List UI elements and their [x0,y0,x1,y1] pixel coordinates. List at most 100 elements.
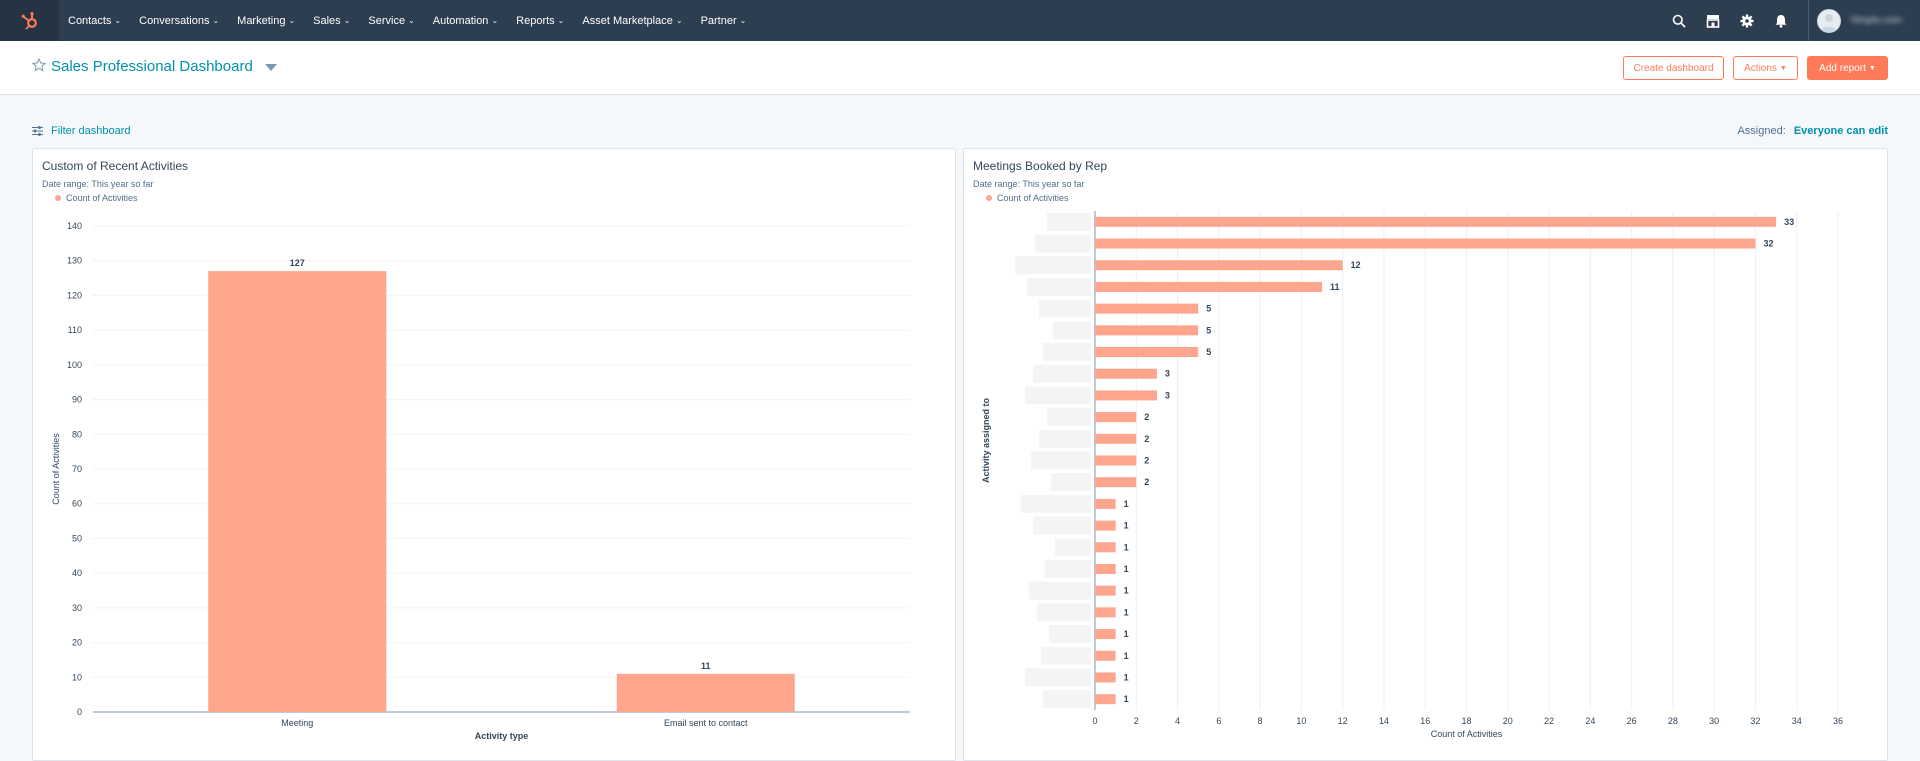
dashboard-header: Sales Professional Dashboard Create dash… [0,41,1920,95]
data-label: 2 [1144,434,1149,444]
settings-gear-icon[interactable] [1730,0,1764,41]
bar [208,271,387,712]
blurred-rep-name [1045,559,1091,578]
legend-swatch [986,195,992,201]
blurred-rep-name [1049,625,1091,644]
legend-swatch [55,195,61,201]
nav-item-asset-marketplace[interactable]: Asset Marketplace ⌄ [582,15,682,27]
nav-item-label: Partner [700,14,737,27]
bar [1095,629,1116,640]
x-tick-label: 4 [1175,716,1180,726]
marketplace-icon[interactable] [1696,0,1730,41]
assigned-permission-link[interactable]: Everyone can edit [1793,125,1888,137]
blurred-rep-name [1037,603,1091,622]
data-label: 1 [1124,586,1129,596]
favorite-star-icon[interactable] [31,57,47,77]
bar [1095,368,1157,379]
y-tick-label: 90 [72,395,82,405]
nav-item-reports[interactable]: Reports ⌄ [516,15,564,27]
nav-item-partner[interactable]: Partner ⌄ [701,15,747,27]
dashboard-title[interactable]: Sales Professional Dashboard [51,58,253,75]
bar [1095,694,1116,705]
nav-item-conversations[interactable]: Conversations ⌄ [139,15,219,27]
blurred-rep-name [1053,321,1091,340]
account-name[interactable]: hlmpts.com [1850,15,1902,26]
report-card-meetings-by-rep: Meetings Booked by Rep Date range: This … [963,148,1888,761]
nav-divider [1807,0,1809,41]
bar [1095,347,1199,358]
data-label: 1 [1124,542,1129,552]
add-report-button[interactable]: Add report ▼ [1807,56,1888,80]
blurred-rep-name [1027,277,1091,296]
nav-item-service[interactable]: Service ⌄ [368,15,414,27]
x-tick-label: 32 [1750,716,1760,726]
data-label: 1 [1124,499,1129,509]
x-tick-label: 20 [1503,716,1513,726]
x-tick-label: 30 [1709,716,1719,726]
search-icon[interactable] [1662,0,1696,41]
bar [1095,260,1343,271]
y-tick-label: 110 [68,325,82,335]
x-tick-label: 36 [1833,716,1843,726]
caret-down-icon: ▼ [1779,64,1787,72]
data-label: 1 [1124,694,1129,704]
nav-item-marketing[interactable]: Marketing ⌄ [237,15,295,27]
create-dashboard-button[interactable]: Create dashboard [1623,56,1724,80]
nav-item-contacts[interactable]: Contacts ⌄ [68,15,121,27]
y-tick-label: 100 [67,360,82,370]
filter-sliders-icon [32,126,43,136]
bar [1095,542,1116,553]
actions-button[interactable]: Actions ▼ [1733,56,1798,80]
data-label: 3 [1165,390,1170,400]
notifications-bell-icon[interactable] [1764,0,1798,41]
bar [1095,281,1323,292]
x-tick-label: Meeting [281,718,313,728]
bar [1095,455,1137,466]
x-tick-label: 2 [1134,716,1139,726]
filter-dashboard-link[interactable]: Filter dashboard [32,125,131,137]
hubspot-logo[interactable] [0,0,59,41]
blurred-rep-name [1047,408,1091,427]
blurred-rep-name [1021,494,1091,513]
nav-item-automation[interactable]: Automation ⌄ [433,15,498,27]
blurred-rep-name [1033,364,1091,383]
x-tick-label: 34 [1792,716,1802,726]
dashboard-switcher-caret-icon[interactable] [265,64,277,71]
y-tick-label: 20 [72,638,82,648]
chevron-down-icon: ⌄ [114,16,122,25]
x-tick-label: 14 [1379,716,1389,726]
x-tick-label: 8 [1258,716,1263,726]
nav-item-label: Contacts [68,14,112,27]
vertical-bar-chart: 0 10 20 30 40 50 60 70 80 90 100 110 120 130 140 127 Mee… [51,221,910,741]
nav-item-sales[interactable]: Sales ⌄ [313,15,350,27]
x-tick-label: 22 [1544,716,1554,726]
chart-legend: Count of Activities [55,193,138,203]
bar [1095,498,1116,509]
x-tick-label: 12 [1338,716,1348,726]
assigned-label: Assigned: [1737,125,1786,137]
report-title[interactable]: Meetings Booked by Rep [973,159,1108,173]
x-tick-label: 10 [1296,716,1306,726]
data-label: 1 [1124,629,1129,639]
blurred-rep-name [1015,256,1091,275]
data-label: 1 [1124,672,1129,682]
user-avatar[interactable] [1816,8,1841,33]
x-tick-label: Email sent to contact [664,718,748,728]
y-tick-label: 130 [67,256,82,266]
x-axis-title: Activity type [475,731,529,741]
data-label: 2 [1144,456,1149,466]
bar [1095,412,1137,423]
blurred-rep-name [1043,343,1091,362]
blurred-rep-name [1047,212,1091,231]
bar [1095,477,1137,488]
data-label: 1 [1124,651,1129,661]
report-title[interactable]: Custom of Recent Activities [42,159,189,173]
nav-item-label: Service [368,14,406,27]
data-label: 2 [1144,412,1149,422]
blurred-rep-name [1025,386,1091,405]
data-label: 11 [1330,282,1340,292]
horizontal-bar-chart: 0 2 4 6 8 10 12 14 16 18 20 22 24 26 28 30 32 34 363332121… [981,211,1843,739]
blurred-rep-name [1039,299,1091,318]
nav-item-label: Marketing [237,14,286,27]
y-tick-label: 80 [72,429,82,439]
